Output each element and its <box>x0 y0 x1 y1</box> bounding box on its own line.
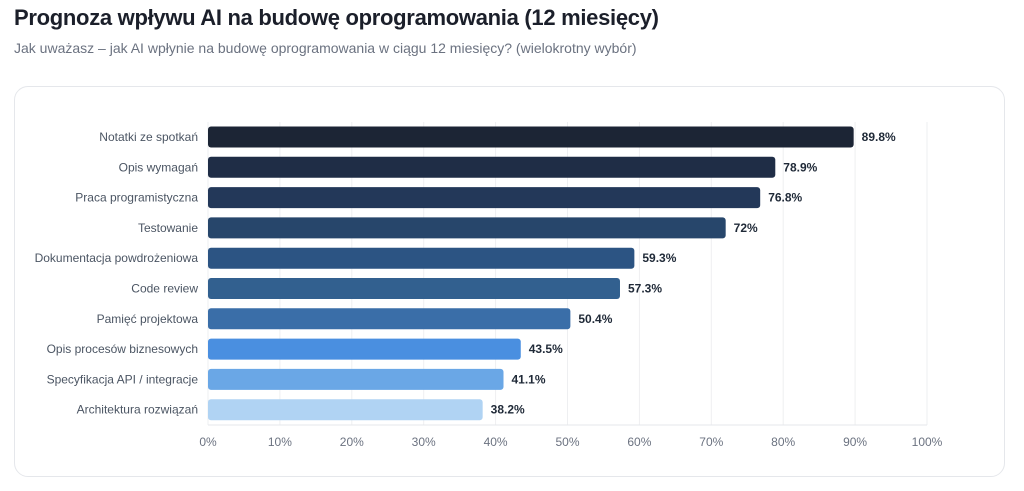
category-label: Opis wymagań <box>119 160 198 174</box>
bar <box>208 338 521 360</box>
bar <box>208 217 726 239</box>
x-tick-label: 70% <box>699 435 723 449</box>
bar <box>208 308 571 330</box>
category-label: Pamięć projektowa <box>97 312 199 326</box>
bar <box>208 156 776 178</box>
x-tick-label: 10% <box>268 435 292 449</box>
bar <box>208 126 854 148</box>
bar <box>208 278 620 299</box>
category-label: Praca programistyczna <box>75 191 198 205</box>
x-tick-label: 40% <box>484 435 508 449</box>
data-label: 57.3% <box>628 282 662 296</box>
chart-title: Prognoza wpływu AI na budowę oprogramowa… <box>14 5 659 30</box>
category-label: Opis procesów biznesowych <box>47 342 198 356</box>
x-tick-label: 80% <box>771 435 795 449</box>
category-label: Code review <box>131 282 198 296</box>
data-label: 38.2% <box>491 403 525 417</box>
x-tick-label: 30% <box>412 435 436 449</box>
data-label: 78.9% <box>783 160 817 174</box>
category-label: Notatki ze spotkań <box>99 130 198 144</box>
category-label: Dokumentacja powdrożeniowa <box>35 251 199 265</box>
data-label: 43.5% <box>529 342 563 356</box>
data-label: 72% <box>734 221 758 235</box>
data-label: 59.3% <box>642 251 676 265</box>
data-label: 89.8% <box>862 130 896 144</box>
category-label: Architektura rozwiązań <box>77 403 198 417</box>
data-label: 50.4% <box>578 312 612 326</box>
bar <box>208 368 504 390</box>
chart-subtitle: Jak uważasz – jak AI wpłynie na budowę o… <box>14 40 637 56</box>
bar <box>208 187 761 209</box>
bar <box>208 247 635 269</box>
x-tick-label: 100% <box>912 435 943 449</box>
data-label: 41.1% <box>512 372 546 386</box>
x-tick-label: 50% <box>555 435 579 449</box>
category-label: Specyfikacja API / integracje <box>47 372 199 386</box>
x-tick-label: 20% <box>340 435 364 449</box>
x-tick-label: 0% <box>199 435 217 449</box>
x-tick-label: 60% <box>627 435 651 449</box>
data-label: 76.8% <box>768 191 802 205</box>
x-tick-label: 90% <box>843 435 867 449</box>
bar <box>208 399 483 421</box>
category-label: Testowanie <box>138 221 198 235</box>
